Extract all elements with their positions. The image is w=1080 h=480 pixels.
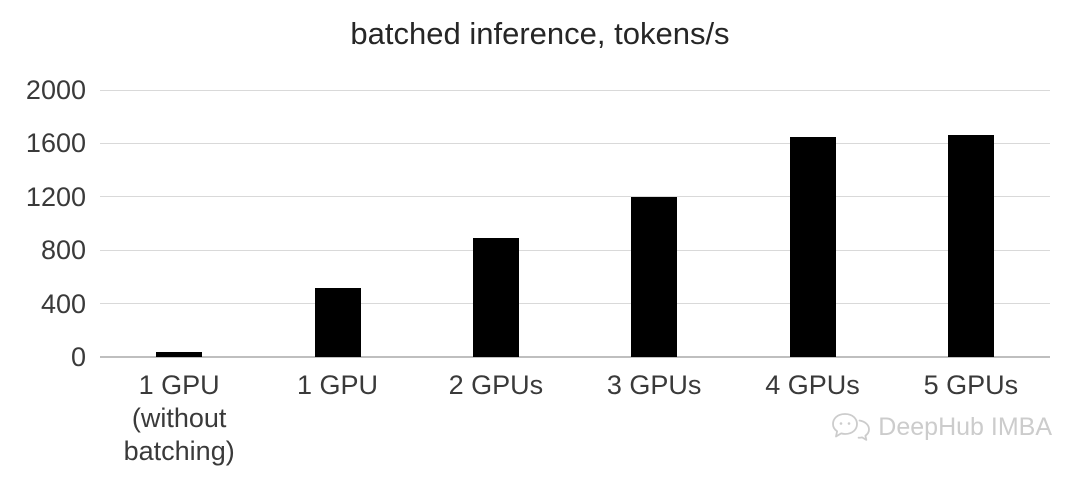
gridline — [100, 89, 1050, 91]
x-axis-labels: 1 GPU (without batching) 1 GPU 2 GPUs 3 GPU… — [100, 369, 1050, 469]
x-tick-label: 1 GPU (without batching) — [123, 370, 235, 466]
bar-1 — [156, 351, 203, 357]
y-tick-label: 1600 — [25, 128, 86, 159]
watermark: DeepHub IMBA — [830, 410, 1052, 444]
y-tick-label: 800 — [40, 235, 86, 266]
gridline — [100, 303, 1050, 305]
x-tick-label: 2 GPUs — [448, 370, 544, 400]
chart-title: batched inference, tokens/s — [350, 16, 730, 51]
bar-3 — [472, 238, 519, 357]
x-tick-label: 3 GPUs — [606, 370, 702, 400]
wechat-icon — [830, 410, 872, 444]
y-tick-label: 2000 — [25, 75, 86, 105]
bar-4 — [631, 196, 678, 357]
x-tick-label: 5 GPUs — [923, 370, 1019, 400]
watermark-text: DeepHub IMBA — [878, 412, 1052, 441]
y-tick-label: 0 — [70, 342, 86, 372]
x-tick-label: 4 GPUs — [765, 370, 860, 400]
gridline — [100, 249, 1050, 251]
x-tick-label: 1 GPU — [296, 370, 379, 400]
y-tick-label: 400 — [40, 288, 86, 319]
y-axis: 0 400 800 1200 1600 2000 — [0, 75, 86, 372]
bar-2 — [314, 287, 361, 357]
plot-area — [100, 89, 1050, 358]
bar-5 — [789, 136, 836, 357]
gridline — [100, 196, 1050, 198]
x-axis-line — [100, 356, 1050, 358]
gridline — [100, 142, 1050, 144]
y-tick-label: 1200 — [25, 181, 86, 212]
bar-6 — [947, 135, 994, 357]
